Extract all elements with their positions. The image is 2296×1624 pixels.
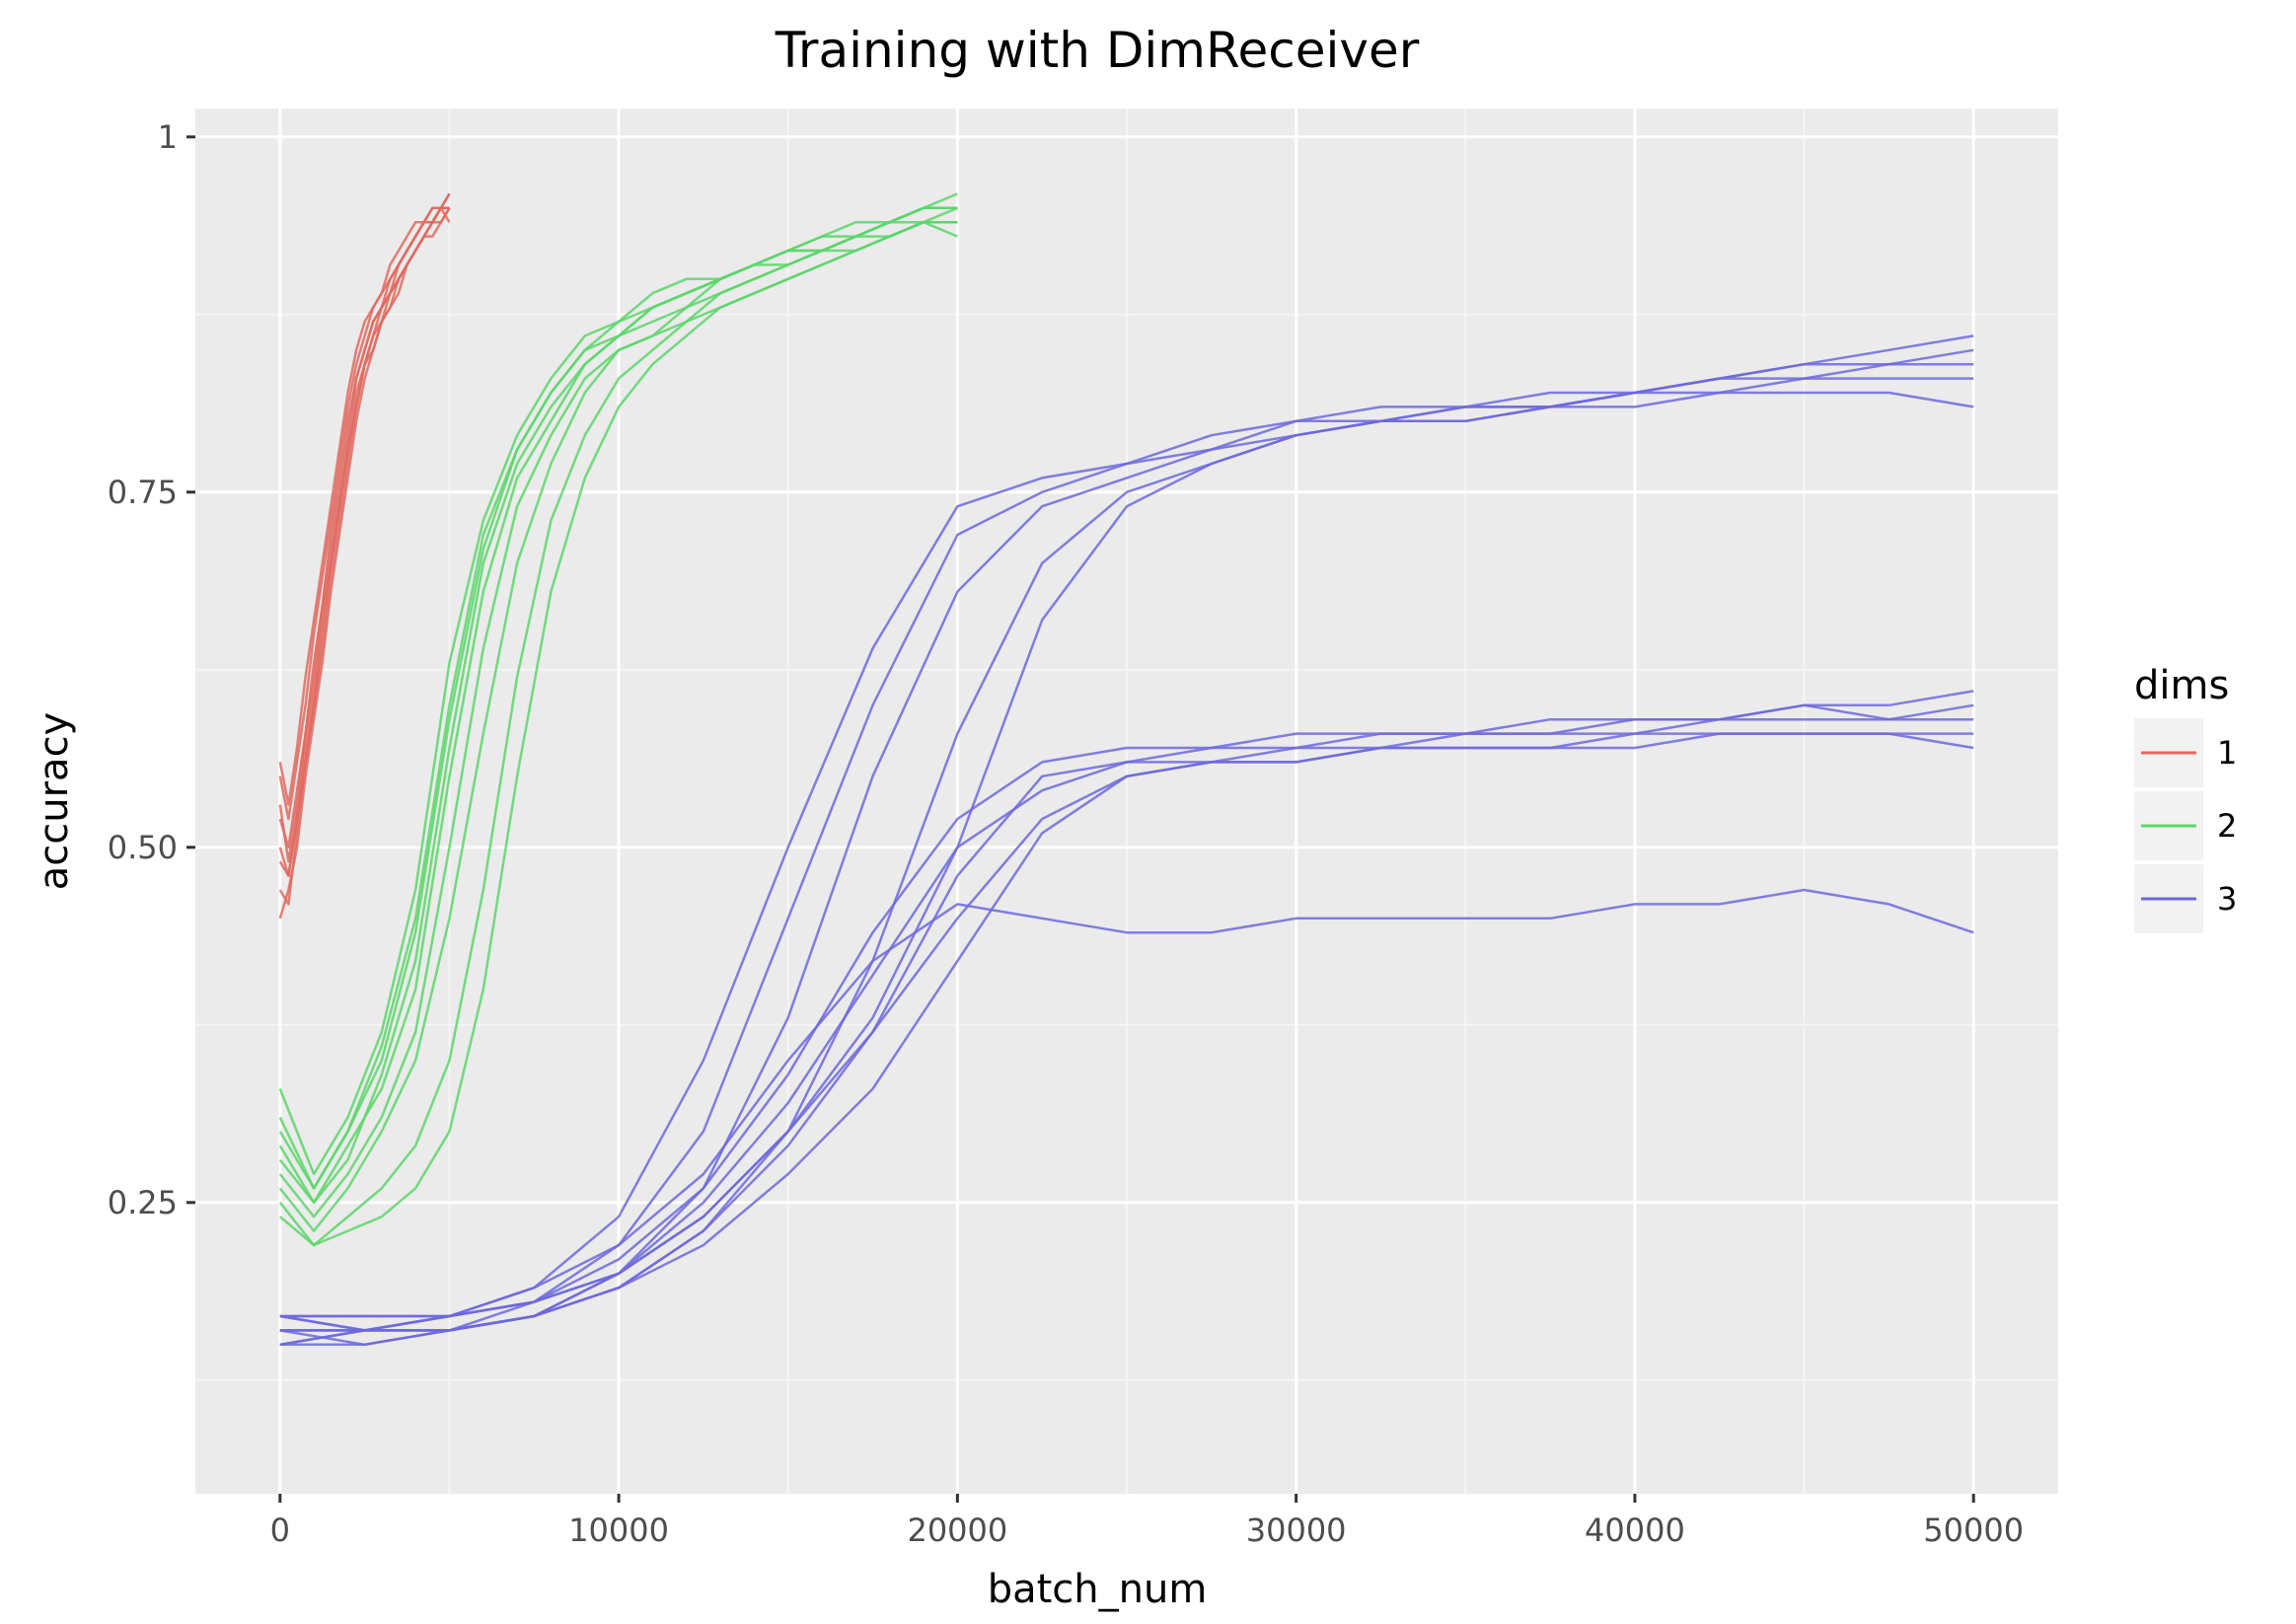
series-line-dims-2-run-6 xyxy=(278,220,958,1232)
x-tick-label: 40000 xyxy=(1585,1512,1685,1549)
legend: dims 1 2 3 xyxy=(2134,663,2237,933)
y-axis-title: accuracy xyxy=(32,712,77,890)
legend-items: 1 2 3 xyxy=(2134,718,2237,933)
x-axis-title: batch_num xyxy=(988,1567,1208,1612)
y-tick-label: 0.25 xyxy=(108,1184,178,1221)
chart-title: Training with DimReceiver xyxy=(775,22,1420,79)
series-line-dims-1-run-7 xyxy=(278,206,451,806)
series-line-dims-3-run-11 xyxy=(279,888,1974,1318)
series-line-dims-1-run-8 xyxy=(278,207,451,877)
series-line-dims-2-run-8 xyxy=(278,206,958,1190)
x-axis-ticks: 0 10000 20000 30000 40000 50000 xyxy=(270,1494,2024,1549)
x-tick-label: 0 xyxy=(270,1512,290,1549)
x-tick-label: 20000 xyxy=(907,1512,1007,1549)
y-tick-label: 1 xyxy=(158,118,178,156)
major-gridlines xyxy=(195,109,2058,1494)
series-line-dims-3-run-10 xyxy=(279,732,1974,1347)
series-line-dims-2-run-3 xyxy=(278,192,958,1176)
series-line-dims-3-run-8 xyxy=(279,717,1974,1332)
x-tick-label: 50000 xyxy=(1923,1512,2024,1549)
legend-title: dims xyxy=(2134,663,2229,708)
y-tick-label: 0.50 xyxy=(108,829,178,866)
legend-label-1: 1 xyxy=(2217,734,2237,772)
legend-label-2: 2 xyxy=(2217,807,2237,845)
series-lines xyxy=(278,192,1974,1347)
y-tick-label: 0.75 xyxy=(108,474,178,511)
minor-gridlines xyxy=(195,109,2058,1494)
x-tick-label: 10000 xyxy=(568,1512,669,1549)
y-axis-ticks: 0.25 0.50 0.75 1 xyxy=(108,118,195,1221)
series-line-dims-1-run-5 xyxy=(278,206,450,849)
series-line-dims-2-run-9 xyxy=(278,220,958,1247)
legend-label-3: 3 xyxy=(2217,880,2237,918)
x-tick-label: 30000 xyxy=(1246,1512,1347,1549)
